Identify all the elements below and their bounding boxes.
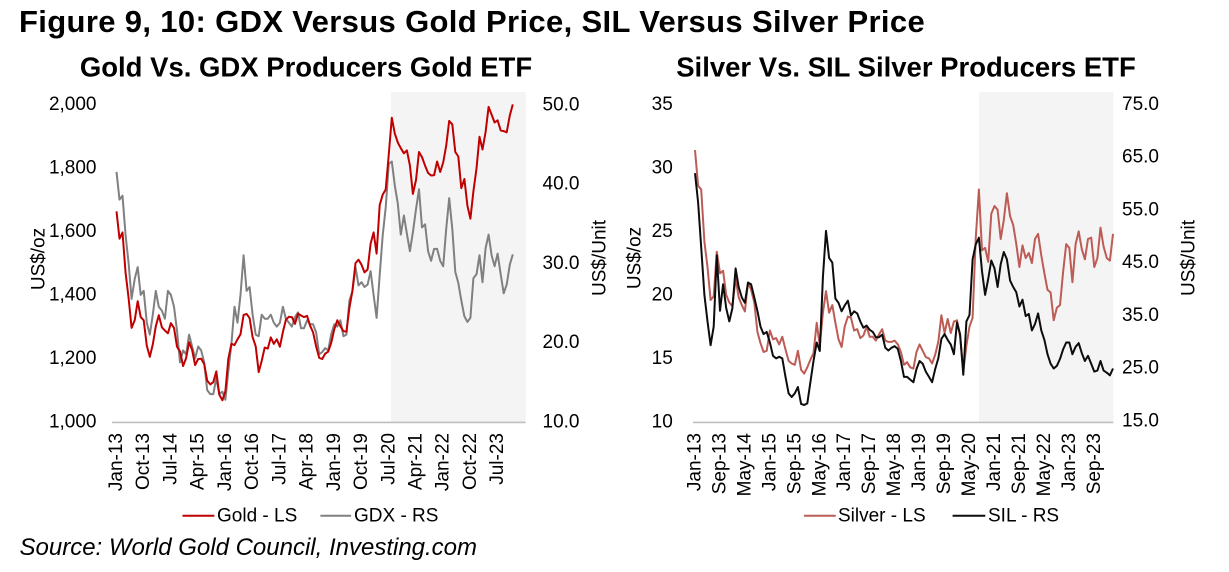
svg-text:45.0: 45.0 (1122, 252, 1159, 273)
svg-text:15: 15 (652, 348, 673, 369)
svg-text:Apr-18: Apr-18 (297, 433, 318, 490)
svg-text:Jan-21: Jan-21 (984, 433, 1005, 491)
svg-text:Jul-17: Jul-17 (269, 433, 290, 485)
svg-text:Gold Vs. GDX Producers Gold ET: Gold Vs. GDX Producers Gold ETF (80, 52, 532, 83)
svg-text:US$/oz: US$/oz (29, 228, 50, 290)
svg-text:May-16: May-16 (809, 433, 830, 496)
svg-text:Sep-23: Sep-23 (1084, 433, 1105, 494)
svg-text:Silver Vs. SIL Silver Producer: Silver Vs. SIL Silver Producers ETF (676, 52, 1136, 83)
svg-text:Jan-13: Jan-13 (106, 433, 127, 491)
svg-text:35.0: 35.0 (1122, 305, 1159, 326)
svg-text:55.0: 55.0 (1122, 199, 1159, 220)
svg-text:Jan-19: Jan-19 (909, 433, 930, 491)
svg-text:Apr-21: Apr-21 (406, 433, 427, 490)
svg-text:Jan-15: Jan-15 (759, 433, 780, 491)
svg-text:Oct-19: Oct-19 (351, 433, 372, 490)
svg-text:25: 25 (652, 221, 673, 242)
svg-text:May-20: May-20 (959, 433, 980, 496)
svg-text:1,000: 1,000 (49, 411, 97, 432)
svg-text:Jan-13: Jan-13 (685, 433, 706, 491)
svg-text:1,400: 1,400 (49, 284, 97, 305)
svg-text:GDX - RS: GDX - RS (354, 505, 438, 526)
svg-text:65.0: 65.0 (1122, 147, 1159, 168)
svg-text:Oct-13: Oct-13 (133, 433, 154, 490)
svg-text:Figure 9, 10: GDX Versus Gold: Figure 9, 10: GDX Versus Gold Price, SIL… (19, 4, 925, 39)
svg-text:May-14: May-14 (734, 433, 755, 497)
svg-text:Sep-19: Sep-19 (934, 433, 955, 494)
svg-text:Source: World Gold Council, In: Source: World Gold Council, Investing.co… (20, 534, 478, 561)
svg-text:Jan-23: Jan-23 (1059, 433, 1080, 491)
svg-text:35: 35 (652, 94, 673, 115)
svg-text:Jan-17: Jan-17 (834, 433, 855, 491)
svg-text:Sep-21: Sep-21 (1009, 433, 1030, 494)
svg-text:Jul-23: Jul-23 (487, 433, 508, 485)
svg-text:25.0: 25.0 (1122, 358, 1159, 379)
svg-text:Jul-14: Jul-14 (160, 433, 181, 485)
svg-text:2,000: 2,000 (49, 94, 97, 115)
svg-text:75.0: 75.0 (1122, 94, 1159, 115)
svg-text:1,600: 1,600 (49, 221, 97, 242)
svg-text:US$/Unit: US$/Unit (1179, 219, 1200, 296)
svg-text:US$/Unit: US$/Unit (590, 219, 611, 296)
svg-text:Sep-17: Sep-17 (859, 433, 880, 494)
svg-text:15.0: 15.0 (1122, 410, 1159, 431)
svg-text:30.0: 30.0 (543, 253, 580, 274)
svg-text:May-18: May-18 (884, 433, 905, 496)
svg-text:Jan-22: Jan-22 (433, 433, 454, 491)
svg-text:10.0: 10.0 (543, 411, 580, 432)
svg-text:20.0: 20.0 (543, 332, 580, 353)
svg-text:May-22: May-22 (1034, 433, 1055, 496)
svg-text:Oct-16: Oct-16 (242, 433, 263, 490)
svg-text:Jan-16: Jan-16 (215, 433, 236, 491)
svg-text:SIL - RS: SIL - RS (988, 505, 1059, 526)
svg-text:50.0: 50.0 (543, 94, 580, 115)
svg-text:Jul-20: Jul-20 (378, 433, 399, 485)
svg-text:1,800: 1,800 (49, 157, 97, 178)
svg-text:20: 20 (652, 284, 673, 305)
svg-text:Silver - LS: Silver - LS (838, 505, 926, 526)
svg-text:Oct-22: Oct-22 (460, 433, 481, 490)
svg-text:Gold - LS: Gold - LS (217, 505, 297, 526)
svg-text:US$/oz: US$/oz (625, 227, 646, 289)
svg-text:Sep-13: Sep-13 (710, 433, 731, 494)
svg-text:Apr-15: Apr-15 (188, 433, 209, 490)
svg-text:1,200: 1,200 (49, 348, 97, 369)
svg-text:30: 30 (652, 157, 673, 178)
svg-text:40.0: 40.0 (543, 174, 580, 195)
svg-text:Sep-15: Sep-15 (784, 433, 805, 494)
svg-text:10: 10 (652, 411, 673, 432)
svg-text:Jan-19: Jan-19 (324, 433, 345, 491)
